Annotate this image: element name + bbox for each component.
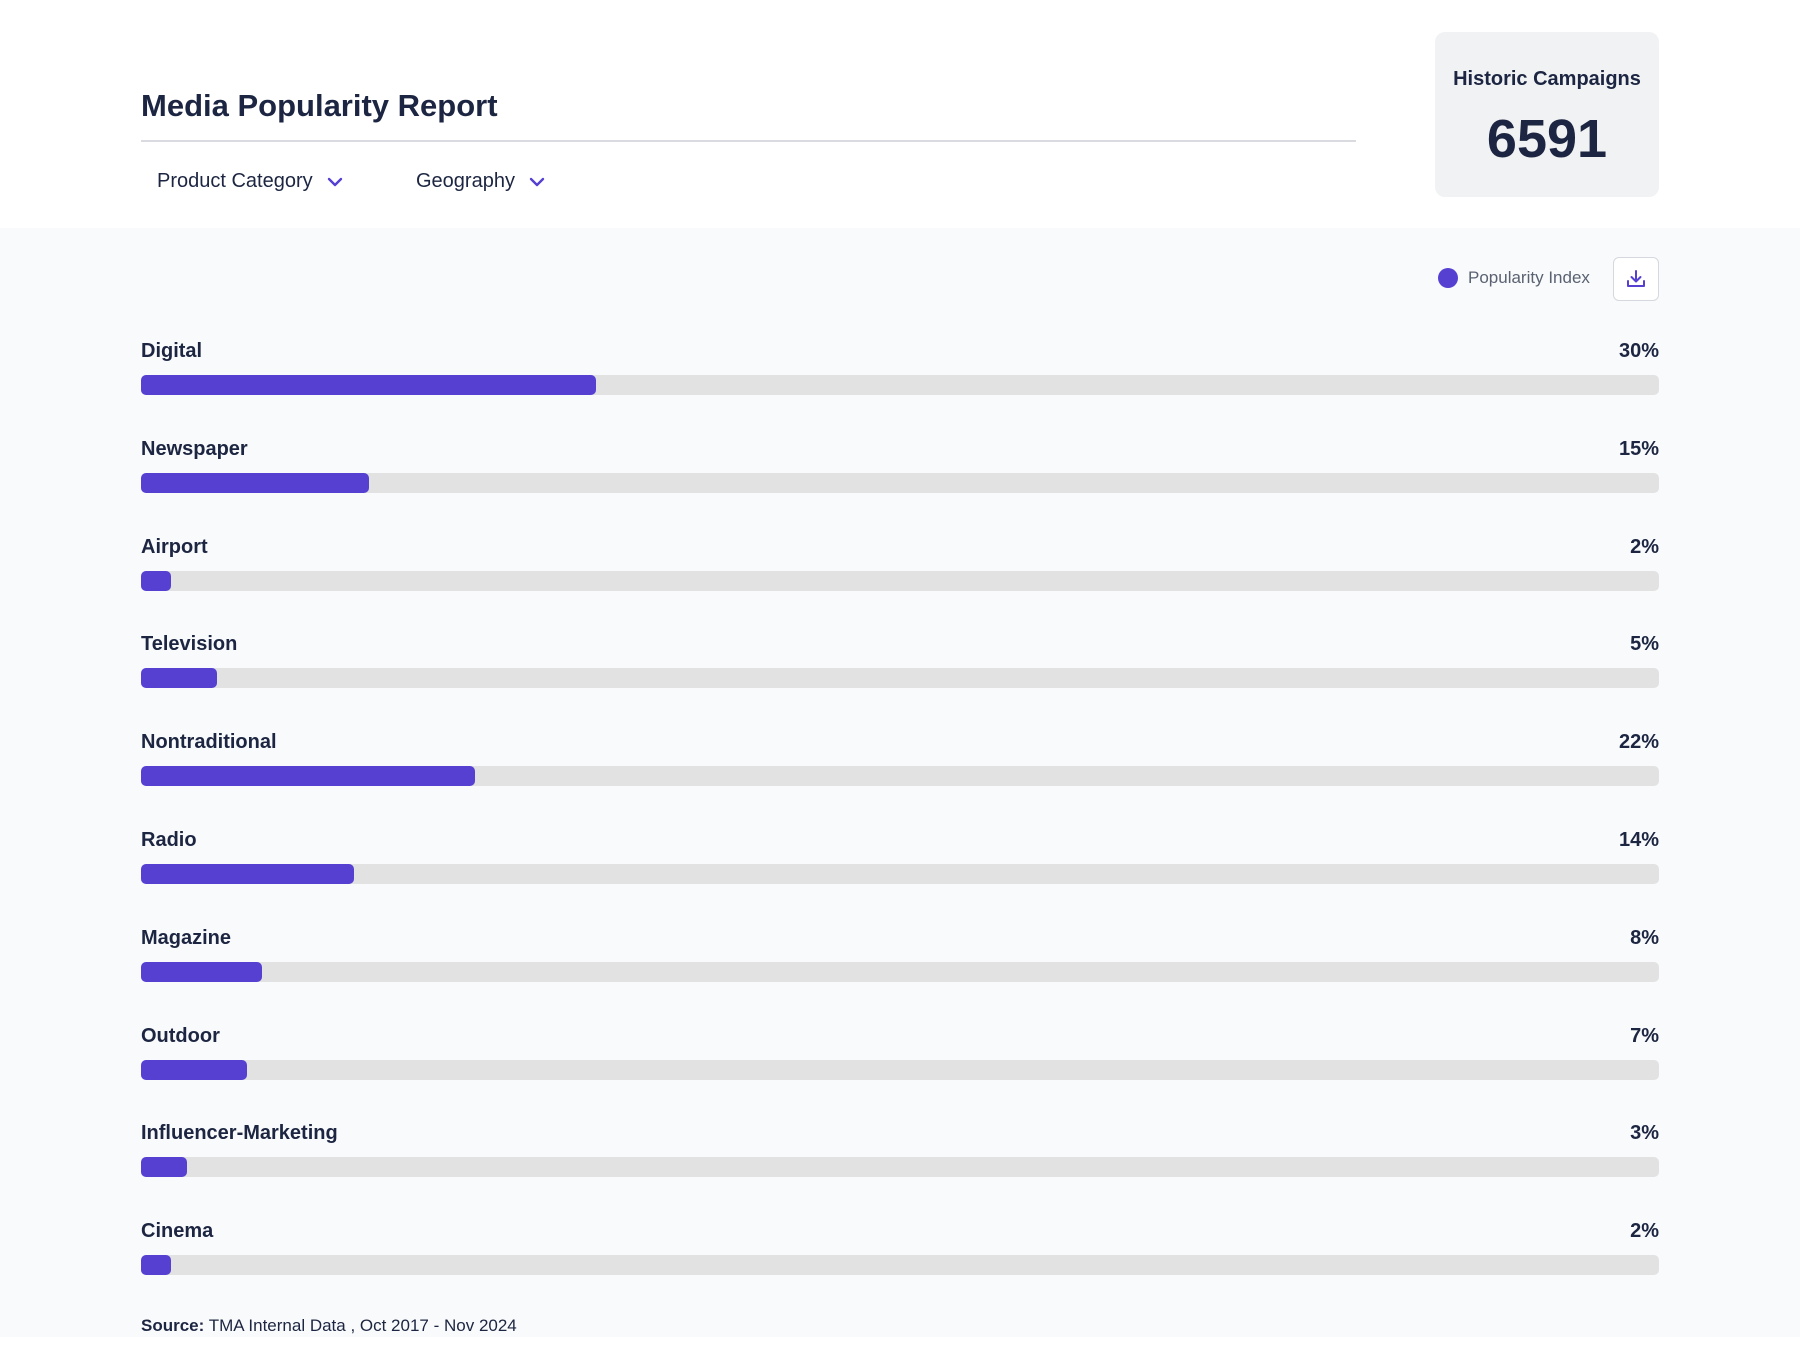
title-divider xyxy=(141,140,1356,142)
value-label: 7% xyxy=(1630,1024,1659,1047)
kpi-label: Historic Campaigns xyxy=(1453,68,1641,90)
chevron-down-icon xyxy=(327,177,342,186)
historic-campaigns-card: Historic Campaigns 6591 xyxy=(1435,32,1659,197)
category-label: Cinema xyxy=(141,1220,214,1243)
category-label: Magazine xyxy=(141,926,232,949)
bar-track xyxy=(141,766,1659,787)
page-title: Media Popularity Report xyxy=(141,88,498,123)
legend-swatch xyxy=(1438,268,1458,288)
value-label: 2% xyxy=(1630,535,1659,558)
bar-track xyxy=(141,472,1659,493)
bar-track xyxy=(141,375,1659,395)
bar-fill xyxy=(141,1059,248,1080)
download-button[interactable] xyxy=(1613,257,1659,301)
value-label: 5% xyxy=(1630,633,1659,656)
source-label: Source: xyxy=(141,1316,205,1335)
bar-track xyxy=(141,570,1659,591)
chevron-down-icon xyxy=(529,177,545,186)
value-label: 14% xyxy=(1618,829,1659,851)
geography-dropdown[interactable]: Geography xyxy=(416,170,545,193)
value-label: 22% xyxy=(1618,731,1659,754)
value-label: 3% xyxy=(1630,1122,1659,1145)
bar-fill xyxy=(141,1255,172,1276)
bar-track xyxy=(141,961,1659,982)
bar-track xyxy=(141,1255,1659,1276)
bar-fill xyxy=(141,668,217,689)
category-label: Newspaper xyxy=(141,437,248,460)
bar-track xyxy=(141,1059,1659,1080)
download-icon xyxy=(1627,270,1645,287)
bar-fill xyxy=(141,472,369,493)
bar-track xyxy=(141,864,1659,884)
bar-fill xyxy=(141,570,172,591)
source-text: TMA Internal Data , Oct 2017 - Nov 2024 xyxy=(208,1316,517,1335)
bar-fill xyxy=(141,1157,187,1178)
chart-legend: Popularity Index xyxy=(1438,268,1590,288)
geography-label: Geography xyxy=(416,170,515,192)
source-note: Source: TMA Internal Data , Oct 2017 - N… xyxy=(141,1316,517,1336)
value-label: 8% xyxy=(1630,926,1659,949)
value-label: 30% xyxy=(1618,340,1659,362)
product-category-label: Product Category xyxy=(157,170,313,192)
category-label: Airport xyxy=(141,535,208,558)
bar-fill xyxy=(141,766,475,787)
category-label: Influencer-Marketing xyxy=(141,1122,338,1145)
product-category-dropdown[interactable]: Product Category xyxy=(157,170,343,193)
bar-track xyxy=(141,668,1659,689)
bar-track xyxy=(141,1157,1659,1178)
bar-fill xyxy=(141,961,263,982)
category-label: Digital xyxy=(141,340,203,362)
value-label: 2% xyxy=(1630,1220,1659,1243)
category-label: Outdoor xyxy=(141,1024,220,1047)
category-label: Nontraditional xyxy=(141,731,277,754)
value-label: 15% xyxy=(1618,437,1659,460)
category-label: Television xyxy=(141,633,238,656)
bar-fill xyxy=(141,375,597,395)
report-header: Media Popularity Report Product Category… xyxy=(0,0,1800,228)
kpi-value: 6591 xyxy=(1486,109,1608,169)
bar-fill xyxy=(141,864,354,884)
legend-label: Popularity Index xyxy=(1468,268,1590,287)
category-label: Radio xyxy=(141,829,197,851)
